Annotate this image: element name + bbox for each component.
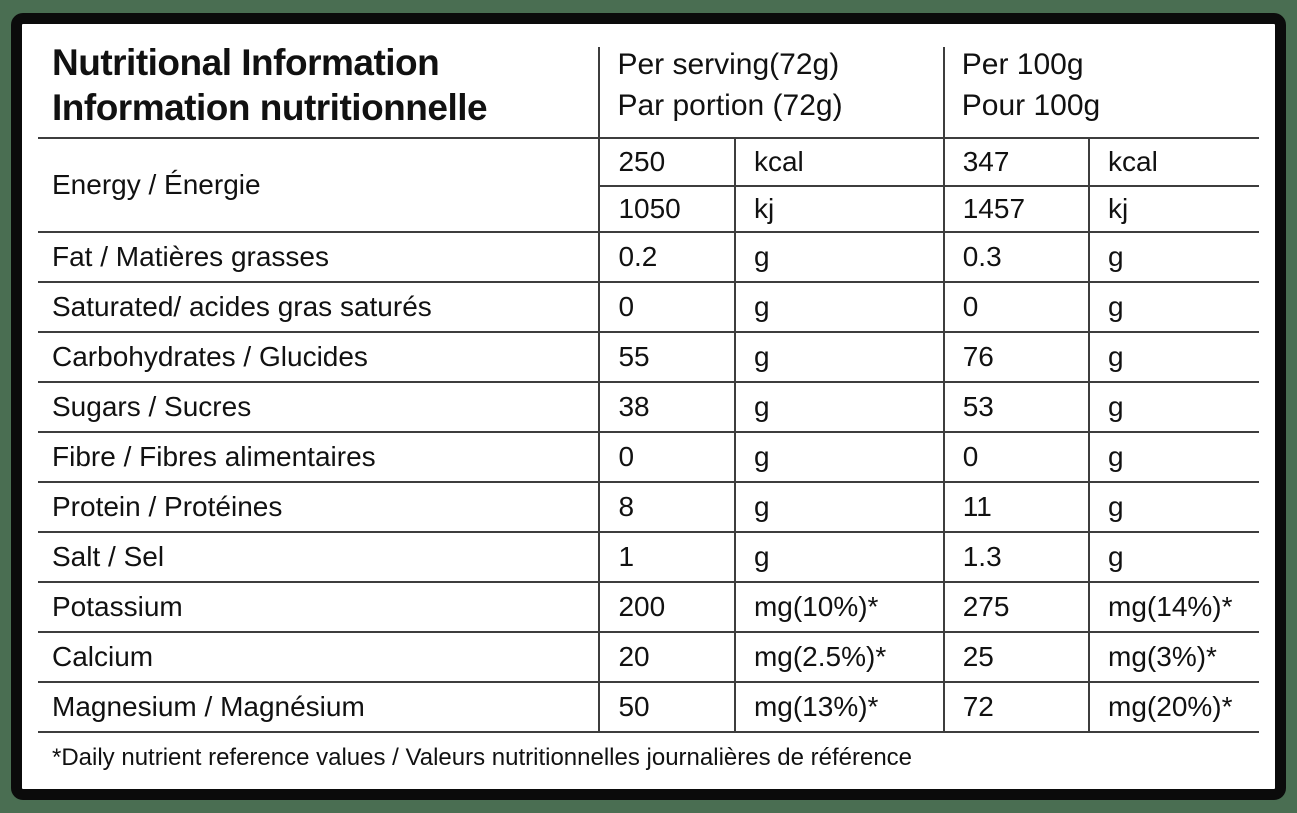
per100-value: 72 xyxy=(942,683,1088,731)
table-row-protein: Protein / Protéines 8 g 11 g xyxy=(38,481,1259,531)
table-title-en: Nutritional Information xyxy=(52,41,440,83)
per100-unit: mg(3%)* xyxy=(1088,633,1259,681)
row-label: Saturated/ acides gras saturés xyxy=(52,291,432,322)
per100-unit: g xyxy=(1088,533,1259,581)
row-label-energy: Energy / Énergie xyxy=(52,169,261,200)
serving-value: 0 xyxy=(598,433,734,481)
per-100g-label-fr: Pour 100g xyxy=(961,89,1101,122)
energy-kj-serving-value: 1050 xyxy=(598,185,734,231)
serving-unit: mg(2.5%)* xyxy=(733,633,943,681)
nutrition-label-panel: Nutritional Information Information nutr… xyxy=(11,13,1286,800)
row-label: Fibre / Fibres alimentaires xyxy=(52,441,376,472)
energy-kcal-per100-unit: kcal xyxy=(1088,139,1259,185)
per100-unit: mg(20%)* xyxy=(1088,683,1259,731)
table-row-fibre: Fibre / Fibres alimentaires 0 g 0 g xyxy=(38,431,1259,481)
row-label: Carbohydrates / Glucides xyxy=(52,341,368,372)
serving-value: 38 xyxy=(598,383,734,431)
per100-value: 0 xyxy=(942,433,1088,481)
serving-value: 1 xyxy=(598,533,734,581)
serving-value: 55 xyxy=(598,333,734,381)
table-row-potassium: Potassium 200 mg(10%)* 275 mg(14%)* xyxy=(38,581,1259,631)
row-label: Calcium xyxy=(52,641,154,672)
serving-value: 0.2 xyxy=(598,233,734,281)
per100-value: 1.3 xyxy=(942,533,1088,581)
energy-kj-per100-unit: kj xyxy=(1088,185,1259,231)
row-label: Magnesium / Magnésium xyxy=(52,691,365,722)
per100-unit: g xyxy=(1088,233,1259,281)
row-label: Potassium xyxy=(52,591,183,622)
per100-unit: g xyxy=(1088,483,1259,531)
serving-unit: g xyxy=(733,433,943,481)
footnote: *Daily nutrient reference values / Valeu… xyxy=(38,731,1259,783)
serving-unit: g xyxy=(733,383,943,431)
row-label: Sugars / Sucres xyxy=(52,391,252,422)
per100-value: 25 xyxy=(942,633,1088,681)
table-row-salt: Salt / Sel 1 g 1.3 g xyxy=(38,531,1259,581)
per-serving-label-fr: Par portion (72g) xyxy=(617,89,843,122)
per100-unit: g xyxy=(1088,433,1259,481)
serving-unit: g xyxy=(733,533,943,581)
per100-unit: g xyxy=(1088,383,1259,431)
per100-value: 76 xyxy=(942,333,1088,381)
serving-unit: mg(13%)* xyxy=(733,683,943,731)
per-serving-label-en: Per serving(72g) xyxy=(617,47,840,81)
table-title-fr: Information nutritionnelle xyxy=(52,87,488,128)
serving-value: 200 xyxy=(598,583,734,631)
per100-unit: g xyxy=(1088,333,1259,381)
per100-value: 53 xyxy=(942,383,1088,431)
per100-value: 0 xyxy=(942,283,1088,331)
column-header-per-100g: Per 100g Pour 100g xyxy=(942,33,1259,137)
table-row-carbohydrates: Carbohydrates / Glucides 55 g 76 g xyxy=(38,331,1259,381)
per100-value: 275 xyxy=(942,583,1088,631)
table-row-sugars: Sugars / Sucres 38 g 53 g xyxy=(38,381,1259,431)
column-header-per-serving: Per serving(72g) Par portion (72g) xyxy=(598,33,942,137)
serving-value: 50 xyxy=(598,683,734,731)
per100-value: 11 xyxy=(942,483,1088,531)
row-label: Protein / Protéines xyxy=(52,491,283,522)
per100-value: 0.3 xyxy=(942,233,1088,281)
serving-unit: mg(10%)* xyxy=(733,583,943,631)
table-row-saturated: Saturated/ acides gras saturés 0 g 0 g xyxy=(38,281,1259,331)
energy-kj-per100-value: 1457 xyxy=(942,185,1089,231)
energy-kj-serving-unit: kj xyxy=(733,185,943,231)
serving-unit: g xyxy=(733,333,943,381)
serving-value: 20 xyxy=(598,633,734,681)
table-row-calcium: Calcium 20 mg(2.5%)* 25 mg(3%)* xyxy=(38,631,1259,681)
table-title: Nutritional Information Information nutr… xyxy=(38,33,598,137)
table-header-row: Nutritional Information Information nutr… xyxy=(38,33,1259,137)
table-row-fat: Fat / Matières grasses 0.2 g 0.3 g xyxy=(38,231,1259,281)
row-label: Fat / Matières grasses xyxy=(52,241,329,272)
energy-row: Energy / Énergie 250 kcal 347 kcal 1050 … xyxy=(38,137,1259,231)
per100-unit: mg(14%)* xyxy=(1088,583,1259,631)
serving-value: 8 xyxy=(598,483,734,531)
energy-kcal-serving-unit: kcal xyxy=(733,139,943,185)
table-row-magnesium: Magnesium / Magnésium 50 mg(13%)* 72 mg(… xyxy=(38,681,1259,731)
energy-kcal-serving-value: 250 xyxy=(598,139,734,185)
serving-unit: g xyxy=(733,283,943,331)
serving-unit: g xyxy=(733,483,943,531)
serving-value: 0 xyxy=(598,283,734,331)
row-label: Salt / Sel xyxy=(52,541,165,572)
nutrition-table: Nutritional Information Information nutr… xyxy=(22,24,1275,789)
energy-kcal-per100-value: 347 xyxy=(942,139,1088,185)
per100-unit: g xyxy=(1088,283,1259,331)
serving-unit: g xyxy=(733,233,943,281)
per-100g-label-en: Per 100g xyxy=(961,47,1084,81)
